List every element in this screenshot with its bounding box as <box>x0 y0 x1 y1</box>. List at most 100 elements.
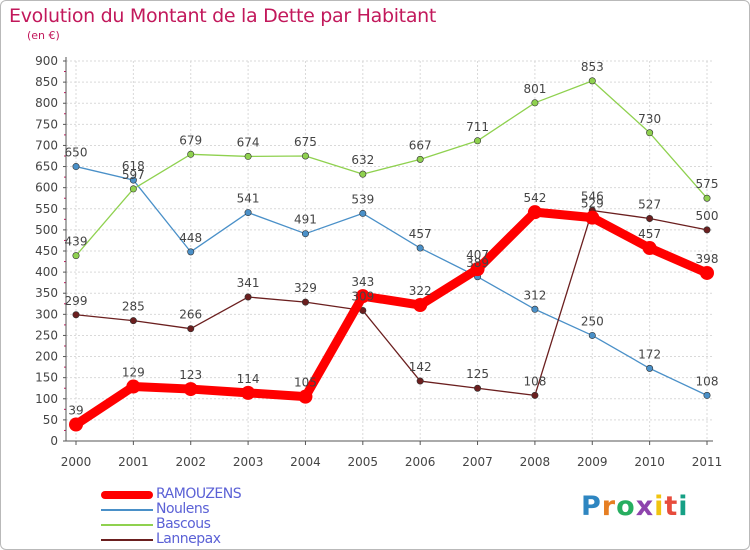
legend-label-ramouzens: RAMOUZENS <box>156 486 242 502</box>
data-point-bascous <box>244 152 252 160</box>
legend-item-bascous: Bascous <box>101 516 341 532</box>
data-point-ramouzens <box>126 379 141 394</box>
data-label-ramouzens: 105 <box>294 376 317 390</box>
legend: RAMOUZENS Noulens Bascous Lannepax <box>101 486 341 547</box>
data-point-bascous <box>72 252 80 260</box>
data-point-ramouzens <box>700 265 714 280</box>
x-tick-label: 2004 <box>290 455 321 469</box>
data-point-ramouzens <box>355 289 370 304</box>
data-label-noulens: 650 <box>65 146 88 160</box>
y-tick-label: 250 <box>35 328 58 342</box>
y-tick-label: 100 <box>35 392 58 406</box>
data-label-ramouzens: 129 <box>122 366 145 380</box>
data-label-bascous: 853 <box>581 60 604 74</box>
y-tick-label: 650 <box>35 160 58 174</box>
data-label-bascous: 597 <box>122 168 145 182</box>
data-point-noulens <box>359 209 367 217</box>
series-ramouzens <box>69 205 714 432</box>
data-label-bascous: 575 <box>696 177 719 191</box>
x-tick-label: 2008 <box>520 455 551 469</box>
data-label-noulens: 312 <box>523 288 546 302</box>
legend-swatch-lannepax <box>101 539 153 541</box>
data-point-noulens <box>187 248 195 256</box>
data-label-ramouzens: 322 <box>409 284 432 298</box>
logo-letter: x <box>635 491 655 522</box>
data-point-bascous <box>301 152 309 160</box>
data-point-bascous <box>187 150 195 158</box>
series-line-lannepax <box>75 209 708 397</box>
data-label-lannepax: 329 <box>294 281 317 295</box>
data-label-lannepax: 266 <box>179 308 202 322</box>
data-point-bascous <box>703 194 711 202</box>
y-tick-label: 350 <box>35 286 58 300</box>
data-point-ramouzens <box>183 382 198 397</box>
x-tick-label: 2010 <box>634 455 665 469</box>
data-label-lannepax: 285 <box>122 300 145 314</box>
logo-letter: r <box>601 491 617 522</box>
data-point-noulens <box>703 391 711 399</box>
data-point-lannepax <box>474 384 482 392</box>
data-point-noulens <box>416 244 424 252</box>
data-label-ramouzens: 343 <box>351 275 374 289</box>
legend-item-noulens: Noulens <box>101 501 341 517</box>
y-tick-label: 300 <box>35 307 58 321</box>
data-label-noulens: 457 <box>409 227 432 241</box>
data-label-ramouzens: 114 <box>237 372 260 386</box>
legend-item-ramouzens: RAMOUZENS <box>101 486 341 502</box>
x-tick-label: 2003 <box>233 455 264 469</box>
data-point-bascous <box>588 77 596 85</box>
y-tick-label: 450 <box>35 244 58 258</box>
y-tick-label: 550 <box>35 202 58 216</box>
data-point-lannepax <box>244 293 252 301</box>
data-label-lannepax: 142 <box>409 360 432 374</box>
data-point-ramouzens <box>241 385 256 400</box>
legend-label-noulens: Noulens <box>156 501 210 517</box>
logo-letter: P <box>581 491 602 522</box>
data-label-lannepax: 108 <box>523 374 546 388</box>
data-point-ramouzens <box>413 298 428 313</box>
data-label-ramouzens: 39 <box>68 404 83 418</box>
data-point-bascous <box>646 129 654 137</box>
data-point-lannepax <box>187 325 195 333</box>
legend-swatch-ramouzens <box>101 491 153 499</box>
y-tick-label: 850 <box>35 75 58 89</box>
data-point-bascous <box>474 137 482 145</box>
data-label-ramouzens: 457 <box>638 227 661 241</box>
logo-letter: t <box>664 491 679 522</box>
data-label-bascous: 667 <box>409 138 432 152</box>
data-point-noulens <box>129 176 137 184</box>
data-point-lannepax <box>72 311 80 319</box>
series-noulens <box>72 163 711 399</box>
logo-letter: i <box>654 491 665 522</box>
data-label-bascous: 730 <box>638 112 661 126</box>
data-label-bascous: 439 <box>65 235 88 249</box>
chart-title: Evolution du Montant de la Dette par Hab… <box>9 5 437 27</box>
data-label-ramouzens: 542 <box>523 191 546 205</box>
data-point-ramouzens <box>642 241 657 256</box>
data-label-ramouzens: 123 <box>179 368 202 382</box>
data-point-bascous <box>359 170 367 178</box>
proxiti-logo: Proxiti <box>581 491 689 522</box>
data-point-noulens <box>301 230 309 238</box>
data-label-lannepax: 341 <box>237 276 260 290</box>
data-point-bascous <box>531 99 539 107</box>
data-point-ramouzens <box>585 210 600 225</box>
data-point-lannepax <box>301 298 309 306</box>
data-point-bascous <box>416 155 424 163</box>
data-label-noulens: 389 <box>466 256 489 270</box>
y-tick-label: 150 <box>35 371 58 385</box>
y-tick-label: 900 <box>35 54 58 68</box>
data-label-noulens: 448 <box>179 231 202 245</box>
data-point-lannepax <box>129 317 137 325</box>
data-point-noulens <box>646 364 654 372</box>
y-tick-label: 750 <box>35 117 58 131</box>
legend-swatch-bascous <box>101 524 153 526</box>
series-line-ramouzens <box>71 207 712 430</box>
y-tick-label: 0 <box>50 434 58 448</box>
data-label-bascous: 801 <box>523 82 546 96</box>
data-point-lannepax <box>646 214 654 222</box>
data-label-ramouzens: 529 <box>581 197 604 211</box>
data-point-noulens <box>531 305 539 313</box>
